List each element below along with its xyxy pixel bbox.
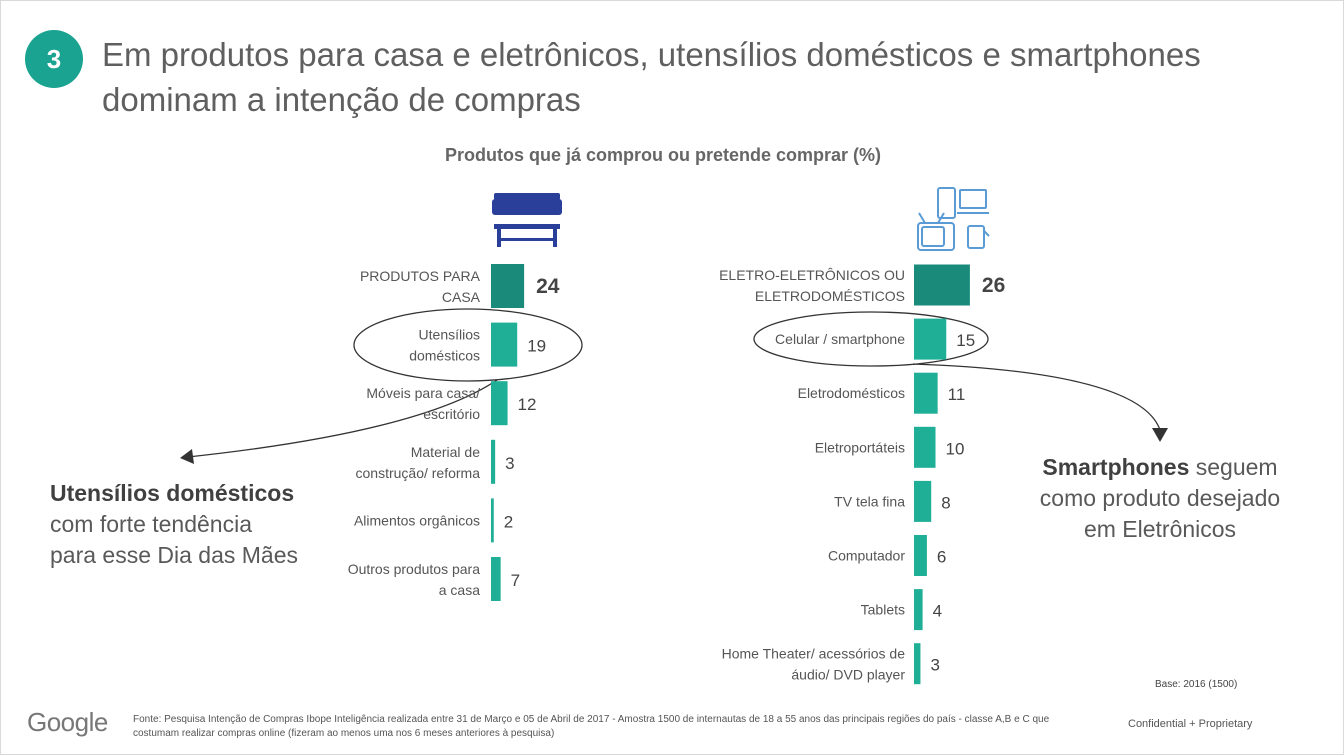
source-line1: Fonte: Pesquisa Intenção de Compras Ibop…: [133, 714, 1050, 725]
category-label: Tablets: [861, 602, 905, 618]
bar: [914, 643, 921, 685]
callout-right: Smartphones seguem como produto desejado…: [1020, 452, 1300, 545]
bar-value-label: 26: [982, 274, 1005, 297]
bar-value-label: 19: [527, 337, 546, 356]
left-bar-chart: 24 PRODUTOS PARA CASA 19 Utensílios doméstico…: [348, 264, 560, 601]
bar: [914, 426, 936, 468]
sofa-table-icon: [492, 193, 562, 247]
base-note: Base: 2016 (1500): [1155, 679, 1238, 690]
slide-title-line1: Em produtos para casa e eletrônicos, ute…: [102, 36, 1201, 73]
bar-value-label: 10: [946, 439, 965, 458]
category-label: Móveis para casa/: [366, 385, 480, 401]
slide-number-badge: 3: [25, 30, 83, 88]
bar: [491, 264, 525, 308]
callout-arrow-right: [912, 363, 1161, 431]
category-label: Material de: [411, 444, 480, 460]
bar: [914, 535, 927, 576]
bar: [914, 372, 938, 414]
category-label: TV tela fina: [834, 493, 905, 509]
category-label: áudio/ DVD player: [791, 667, 905, 683]
callout-left-line3: para esse Dia das Mães: [50, 542, 299, 568]
right-bar-chart: 26 ELETRO-ELETRÔNICOS OU ELETRODOMÉSTICOS 1…: [719, 264, 1005, 685]
bar: [491, 381, 508, 426]
category-label: PRODUTOS PARA: [360, 268, 481, 284]
bar-value-label: 6: [937, 548, 946, 567]
callout-left-bold: Utensílios domésticos: [50, 480, 295, 506]
bar-value-label: 15: [956, 331, 975, 350]
bar-value-label: 4: [933, 602, 942, 621]
callout-right-rest: seguem: [1189, 454, 1278, 480]
category-label: Eletroportáteis: [815, 439, 905, 455]
bar-value-label: 24: [536, 275, 560, 298]
slide-title: Em produtos para casa e eletrônicos, ute…: [102, 32, 1282, 122]
category-label: Computador: [828, 548, 905, 564]
category-label: ELETRODOMÉSTICOS: [755, 288, 905, 304]
bar: [914, 318, 947, 360]
callout-left: Utensílios domésticos com forte tendênci…: [50, 478, 298, 571]
bar: [914, 480, 932, 522]
category-label: Outros produtos para: [348, 561, 481, 577]
category-label: escritório: [423, 406, 480, 422]
callout-arrow-left: [187, 379, 498, 458]
category-label: Eletrodomésticos: [798, 385, 905, 401]
bar-value-label: 7: [511, 571, 520, 590]
bar: [914, 264, 970, 306]
google-logo: Google: [27, 707, 108, 737]
category-label: Utensílios: [419, 327, 480, 343]
bar-value-label: 3: [930, 656, 939, 675]
highlight-ellipse-left: [353, 308, 583, 382]
electronics-devices-icon: [917, 187, 990, 251]
slide-title-line2: dominam a intenção de compras: [102, 81, 581, 118]
bar: [491, 439, 496, 484]
category-label: Home Theater/ acessórios de: [722, 646, 906, 662]
bar-value-label: 11: [948, 385, 966, 404]
bar-value-label: 2: [504, 512, 513, 531]
source-note: Fonte: Pesquisa Intenção de Compras Ibop…: [133, 713, 1093, 741]
callout-left-line2: com forte tendência: [50, 511, 253, 537]
callout-right-line3: em Eletrônicos: [1083, 516, 1237, 542]
confidential-label: Confidential + Proprietary: [1128, 718, 1253, 730]
bar: [914, 589, 923, 631]
category-label: construção/ reforma: [356, 465, 481, 481]
bar-value-label: 3: [505, 454, 514, 473]
bar: [491, 498, 494, 543]
category-label: CASA: [442, 289, 481, 305]
bar: [491, 322, 518, 367]
category-label: a casa: [439, 582, 480, 598]
category-label: Alimentos orgânicos: [354, 512, 480, 528]
arrow-head-left: [180, 449, 194, 464]
source-line2: costumam realizar compras online (fizera…: [133, 728, 555, 739]
callout-right-line2: como produto desejado: [1039, 485, 1281, 511]
highlight-ellipse-right: [753, 311, 989, 367]
bar-value-label: 8: [941, 493, 950, 512]
callout-right-bold: Smartphones: [1042, 454, 1190, 480]
arrow-head-right: [1152, 428, 1168, 442]
bar-value-label: 12: [518, 395, 537, 414]
bar: [491, 557, 501, 601]
category-label: ELETRO-ELETRÔNICOS OU: [719, 267, 905, 283]
category-label: Celular / smartphone: [775, 331, 905, 347]
category-label: domésticos: [409, 348, 480, 364]
chart-subtitle: Produtos que já comprou ou pretende comp…: [444, 145, 882, 165]
